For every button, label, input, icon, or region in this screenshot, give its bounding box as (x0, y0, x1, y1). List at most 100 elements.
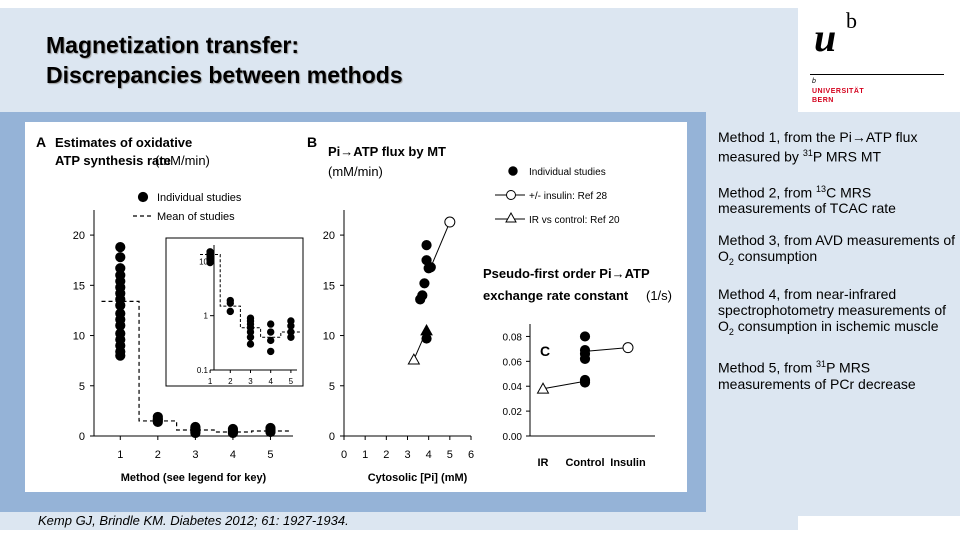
panel-a-inset-point (267, 347, 275, 356)
panel-b-x-label: Cytosolic [Pi] (mM) (368, 472, 468, 484)
method-text: Method 4, from near-infrared spectrophot… (718, 286, 946, 335)
panel-a-point (115, 242, 126, 253)
panel-b-x-tick-label: 6 (468, 449, 474, 461)
method-text: P MRS measurements of PCr decrease (718, 359, 916, 392)
method-superscript: 31 (816, 358, 827, 369)
panel-b-point (421, 240, 432, 251)
panel-a-x-tick-label: 3 (192, 449, 198, 461)
panel-a-title: Estimates of oxidative (55, 135, 192, 150)
method-text: consumption in ischemic muscle (733, 318, 939, 335)
panel-a-inset-point (267, 328, 275, 336)
university-logo: u b b UNIVERSITÄT BERN (808, 8, 948, 108)
panel-a-x-tick-label: 4 (230, 449, 236, 461)
panel-a-point (265, 426, 276, 438)
logo-line2: BERN (812, 97, 834, 104)
panel-b-point (419, 278, 430, 289)
methods-legend-panel: Method 1, from the Pi→ATP flux measured … (706, 112, 960, 516)
panel-a-inset-point (206, 258, 214, 267)
panel-b-point (415, 294, 426, 305)
method-superscript: 13 (816, 183, 827, 194)
panel-b-y-tick-label: 15 (323, 280, 335, 292)
panel-b-title-units: (mM/min) (328, 164, 383, 179)
panel-c-ir-point (536, 382, 550, 394)
panel-b-insulin-point (444, 216, 456, 228)
method-4: Method 4, from near-infrared spectrophot… (718, 286, 958, 340)
method-text: consumption (733, 248, 818, 265)
panel-a-point (227, 427, 239, 439)
method-1: Method 1, from the Pi→ATP flux measured … (718, 129, 958, 165)
method-text: Method 5, from (718, 359, 817, 376)
method-text: Method 1, from the Pi→ATP flux measured … (718, 129, 918, 165)
panel-a-inset-point (246, 340, 255, 348)
panel-b-y-tick-label: 0 (329, 431, 335, 443)
panel-b-legend-ir: IR vs control: Ref 20 (529, 215, 620, 226)
panel-b-legend-marker-ir (505, 211, 517, 223)
panel-b-title: Pi→ATP flux by MT (328, 144, 446, 159)
panel-a-x-tick-label: 5 (267, 449, 273, 461)
panel-b-insulin-connector (430, 221, 451, 268)
panel-c-insulin-connector (584, 347, 629, 352)
panel-a-point (152, 416, 163, 428)
panel-c-y-tick-label: 0.08 (503, 332, 523, 343)
panel-a-inset-point (206, 249, 214, 257)
panel-c-point (579, 377, 591, 388)
panel-a-inset-point (267, 320, 275, 328)
panel-c-category-label: Control (565, 457, 604, 469)
title-band: Magnetization transfer: Discrepancies be… (0, 8, 798, 112)
figure-panel: A Estimates of oxidative ATP synthesis rat… (25, 122, 687, 492)
panel-b-x-tick-label: 1 (362, 449, 368, 461)
panel-a-point (115, 252, 126, 263)
panel-a-legend-marker-individual (137, 191, 149, 203)
panel-a-x-tick-label: 2 (155, 449, 161, 461)
panel-c-ir-connector (542, 380, 586, 390)
method-superscript: 31 (802, 148, 813, 158)
slide-title-line2: Discrepancies between methods (46, 62, 403, 88)
panel-a-inset-point (287, 322, 295, 330)
logo-superscript: b (846, 8, 857, 33)
panel-b-point (423, 263, 434, 274)
logo-small-b: b (812, 78, 816, 85)
panel-a-y-tick-label: 5 (79, 381, 85, 393)
panel-a-inset-y-tick-label: 10 (199, 257, 208, 266)
panel-a-legend-mean: Mean of studies (157, 211, 235, 223)
panel-a-title-line2: ATP synthesis rate (55, 153, 171, 168)
panel-a-y-tick-label: 15 (73, 280, 85, 292)
panel-b-letter: B (307, 134, 317, 150)
panel-a-inset-y-tick-label: 1 (204, 312, 209, 321)
panel-b-legend-individual: Individual studies (529, 167, 606, 178)
method-text: P MRS MT (812, 148, 882, 165)
panel-a-inset-frame (165, 237, 304, 387)
panel-b-y-tick-label: 5 (329, 381, 335, 393)
panel-b-ir-point (407, 353, 421, 365)
panel-a-y-tick-label: 0 (79, 431, 85, 443)
logo-text: UNIVERSITÄT BERN (812, 87, 864, 105)
panel-a-point (115, 350, 126, 361)
method-2: Method 2, from 13C MRS measurements of T… (718, 181, 958, 217)
panel-c-y-tick-label: 0.00 (503, 432, 523, 443)
panel-a-inset-point (287, 333, 295, 341)
slide-title: Magnetization transfer: Discrepancies be… (46, 30, 403, 90)
slide-title-line1: Magnetization transfer: (46, 32, 300, 58)
panel-a-letter: A (36, 134, 46, 150)
panel-c-title-line2: exchange rate constant (483, 288, 629, 303)
method-subscript: 2 (728, 257, 734, 268)
method-subscript: 2 (728, 326, 734, 337)
panel-a-inset-point (246, 333, 255, 341)
citation: Kemp GJ, Brindle KM. Diabetes 2012; 61: … (38, 513, 349, 528)
panel-b-legend-insulin: +/- insulin: Ref 28 (529, 191, 608, 202)
logo-line1: UNIVERSITÄT (812, 88, 865, 95)
panel-b-x-tick-label: 2 (383, 449, 389, 461)
panel-c-point (579, 353, 591, 364)
logo-mark: u (814, 15, 837, 60)
panel-a-inset-point (226, 307, 235, 316)
panel-b-x-tick-label: 4 (426, 449, 432, 461)
panel-b-y-tick-label: 20 (323, 230, 335, 242)
methods-list: Method 1, from the Pi→ATP flux measured … (718, 129, 958, 408)
panel-a-inset-x-tick-label: 2 (228, 377, 233, 386)
panel-b-x-tick-label: 5 (447, 449, 453, 461)
panel-c-title: Pseudo-first order Pi→ATP (483, 266, 650, 281)
panel-a-legend-individual: Individual studies (157, 192, 242, 204)
panel-a-inset-mean-line (200, 253, 301, 338)
panel-c-letter: C (540, 343, 550, 359)
method-5: Method 5, from 31P MRS measurements of P… (718, 356, 958, 392)
